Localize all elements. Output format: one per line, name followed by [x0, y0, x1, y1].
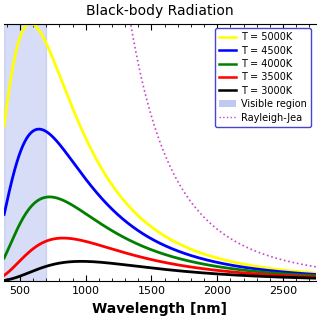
X-axis label: Wavelength [nm]: Wavelength [nm] [92, 302, 228, 316]
Title: Black-body Radiation: Black-body Radiation [86, 4, 234, 18]
Legend: T = 5000K, T = 4500K, T = 4000K, T = 3500K, T = 3000K, Visible region, Rayleigh-: T = 5000K, T = 4500K, T = 4000K, T = 350… [215, 28, 311, 126]
Bar [4, 23, 46, 281]
